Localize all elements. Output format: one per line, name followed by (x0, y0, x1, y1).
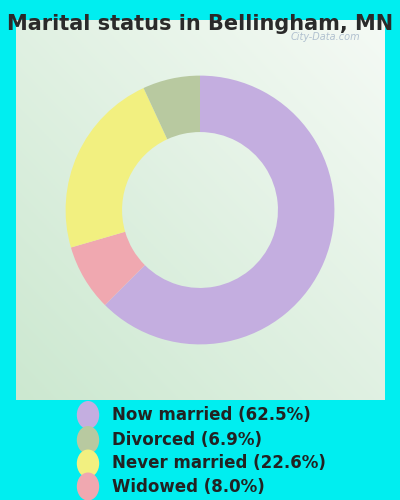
Wedge shape (105, 76, 334, 344)
Text: Divorced (6.9%): Divorced (6.9%) (112, 431, 262, 449)
Wedge shape (66, 88, 167, 248)
Text: Never married (22.6%): Never married (22.6%) (112, 454, 326, 472)
Text: Widowed (8.0%): Widowed (8.0%) (112, 478, 265, 496)
Text: Marital status in Bellingham, MN: Marital status in Bellingham, MN (7, 14, 393, 34)
Text: City-Data.com: City-Data.com (290, 32, 360, 42)
Wedge shape (144, 76, 200, 140)
Wedge shape (71, 232, 145, 305)
Text: Now married (62.5%): Now married (62.5%) (112, 406, 311, 424)
